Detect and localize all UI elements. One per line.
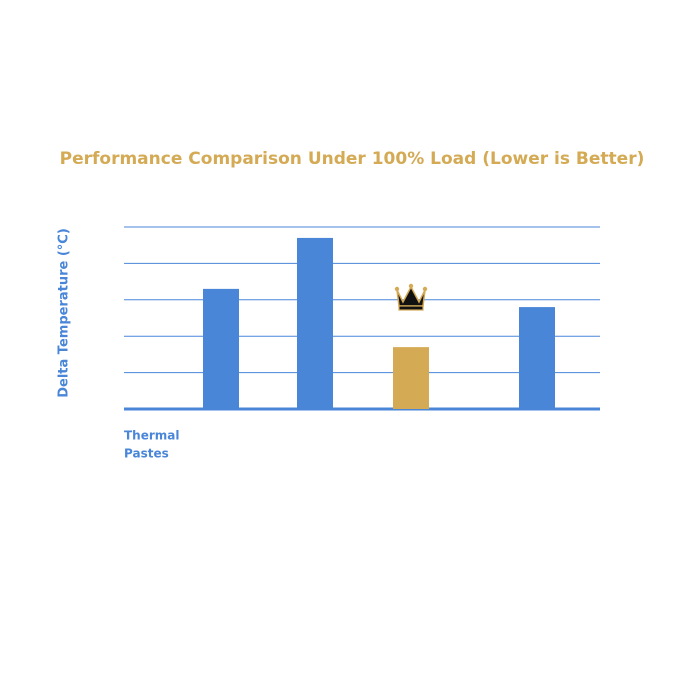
bar — [203, 288, 239, 409]
chart-title: Performance Comparison Under 100% Load (… — [60, 149, 645, 169]
x-axis-label: Pastes — [124, 447, 169, 461]
bar — [297, 237, 333, 409]
crown-icon — [394, 283, 428, 311]
y-axis-label: Delta Temperature (°C) — [57, 228, 72, 398]
bar — [519, 307, 555, 409]
x-axis-label: Thermal — [124, 429, 180, 443]
bar — [393, 347, 429, 409]
